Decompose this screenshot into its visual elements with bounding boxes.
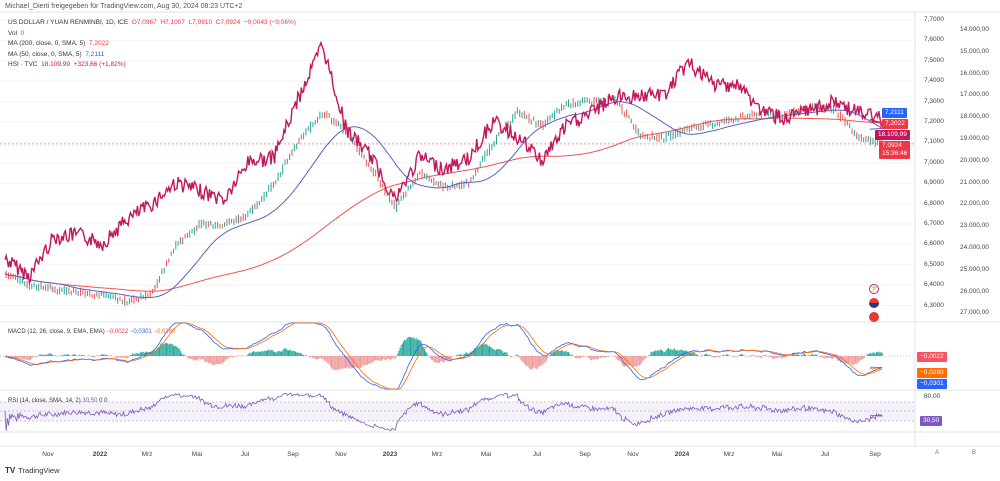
hsi-tick: 15.000,00 — [960, 47, 989, 55]
hsi-tick: 14.000,00 — [960, 26, 989, 33]
rsi-legend[interactable]: RSI (14, close, SMA, 14, 2) 30,50 0 0 — [8, 398, 108, 404]
price-tick: 7,3000 — [924, 97, 944, 105]
price-tick: 6,8000 — [924, 199, 944, 207]
publisher-caption: Michael_Dierti freigegeben für TradingVi… — [5, 3, 243, 10]
macd-signal-tag: −0,0280 — [917, 368, 947, 378]
hsi-price-tag: 18.109,99 — [875, 130, 910, 140]
price-tick: 7,5000 — [924, 56, 944, 64]
rsi-value-tag: 30,50 — [920, 416, 943, 426]
ma50-price-tag: 7,2111 — [882, 108, 907, 118]
hsi-tick: 16.000,00 — [960, 69, 989, 77]
log-scale-button[interactable]: B — [972, 450, 977, 456]
ma200-price-tag: 7,2022 — [882, 119, 908, 129]
bar-countdown: 15:36:46 — [882, 150, 908, 157]
time-tick: Mrz — [431, 451, 443, 458]
price-tick: 7,4000 — [924, 77, 944, 85]
auto-scale-button[interactable]: A — [935, 450, 940, 456]
last-price-tag: 7,0924 15:36:46 — [879, 141, 911, 159]
hsi-tick: 19.000,00 — [960, 135, 989, 142]
ma200-legend[interactable]: MA (200, close, 0, SMA, 5) 7,2022 — [8, 40, 109, 47]
hsi-tick: 23.000,00 — [960, 222, 989, 230]
price-tick: 6,7000 — [924, 220, 944, 227]
price-tick: 7,1000 — [924, 138, 944, 146]
hsi-tick: 25.000,00 — [960, 265, 989, 273]
rsi-band — [0, 402, 915, 421]
symbol-legend[interactable]: US DOLLAR / YUAN RENMINBI, 1D, ICE O7,09… — [8, 19, 296, 26]
hsi-tick: 22.000,00 — [960, 200, 989, 208]
time-tick: Sep — [869, 451, 881, 458]
hsi-legend[interactable]: HSI · TVC 18.109,99 +323,66 (+1,82%) — [8, 61, 126, 68]
time-tick: 2024 — [674, 451, 690, 458]
hsi-tick: 27.000,00 — [960, 309, 989, 317]
us-flag-event-icon[interactable] — [869, 298, 879, 308]
price-tick: 6,4000 — [924, 281, 944, 289]
lightning-event-icon[interactable]: ⚡ — [869, 284, 879, 294]
rsi-line — [4, 392, 884, 432]
time-tick: Mai — [191, 451, 203, 458]
time-tick: Nov — [42, 451, 54, 458]
ma50-line — [4, 101, 884, 299]
price-tick: 7,6000 — [924, 36, 944, 44]
price-tick: 6,3000 — [924, 301, 944, 309]
time-tick: Nov — [335, 451, 347, 458]
time-tick: Mrz — [723, 451, 735, 458]
time-tick: Jul — [532, 451, 542, 458]
hsi-tick: 26.000,00 — [960, 287, 989, 295]
volume-legend[interactable]: Vol 0 — [8, 29, 25, 37]
price-tick: 7,2000 — [924, 118, 944, 125]
hsi-tick: 17.000,00 — [960, 91, 989, 99]
macd-line-tag: −0,0301 — [917, 379, 947, 389]
price-tick: 6,6000 — [924, 240, 944, 248]
time-tick: 2023 — [382, 451, 398, 458]
macd-histogram-tag: −0,0022 — [917, 352, 947, 362]
ma50-legend[interactable]: MA (50, close, 0, SMA, 5) 7,2111 — [8, 50, 105, 58]
time-tick: 2022 — [92, 451, 108, 458]
rsi-upper-label: 80,00 — [924, 393, 941, 400]
time-tick: Jul — [240, 451, 250, 458]
price-tick: 7,0000 — [924, 158, 944, 166]
time-tick: Nov — [627, 451, 639, 458]
hsi-tick: 21.000,00 — [960, 178, 989, 186]
time-tick: Sep — [579, 451, 591, 458]
macd-legend[interactable]: MACD (12, 26, close, 9, EMA, EMA) −0,002… — [8, 329, 176, 335]
hsi-tick: 20.000,00 — [960, 156, 989, 164]
price-tick: 7,7000 — [924, 16, 944, 23]
hsi-tick: 18.000,00 — [960, 113, 989, 121]
price-tick: 6,9000 — [924, 179, 944, 187]
tv-logo-icon: TV — [5, 466, 16, 475]
macd-signal-line — [4, 322, 883, 390]
chart-legend: US DOLLAR / YUAN RENMINBI, 1D, ICE O7,09… — [8, 18, 296, 71]
hsi-line — [4, 40, 884, 286]
tradingview-logo[interactable]: TV TradingView — [5, 466, 60, 475]
china-flag-event-icon[interactable] — [869, 312, 879, 322]
price-tick: 6,5000 — [924, 260, 944, 268]
time-tick: Jul — [820, 451, 830, 458]
time-tick: Mai — [480, 451, 492, 458]
time-tick: Mrz — [141, 451, 153, 458]
time-tick: Sep — [287, 451, 299, 458]
time-tick: Mai — [771, 451, 783, 458]
hsi-tick: 24.000,00 — [960, 244, 989, 251]
